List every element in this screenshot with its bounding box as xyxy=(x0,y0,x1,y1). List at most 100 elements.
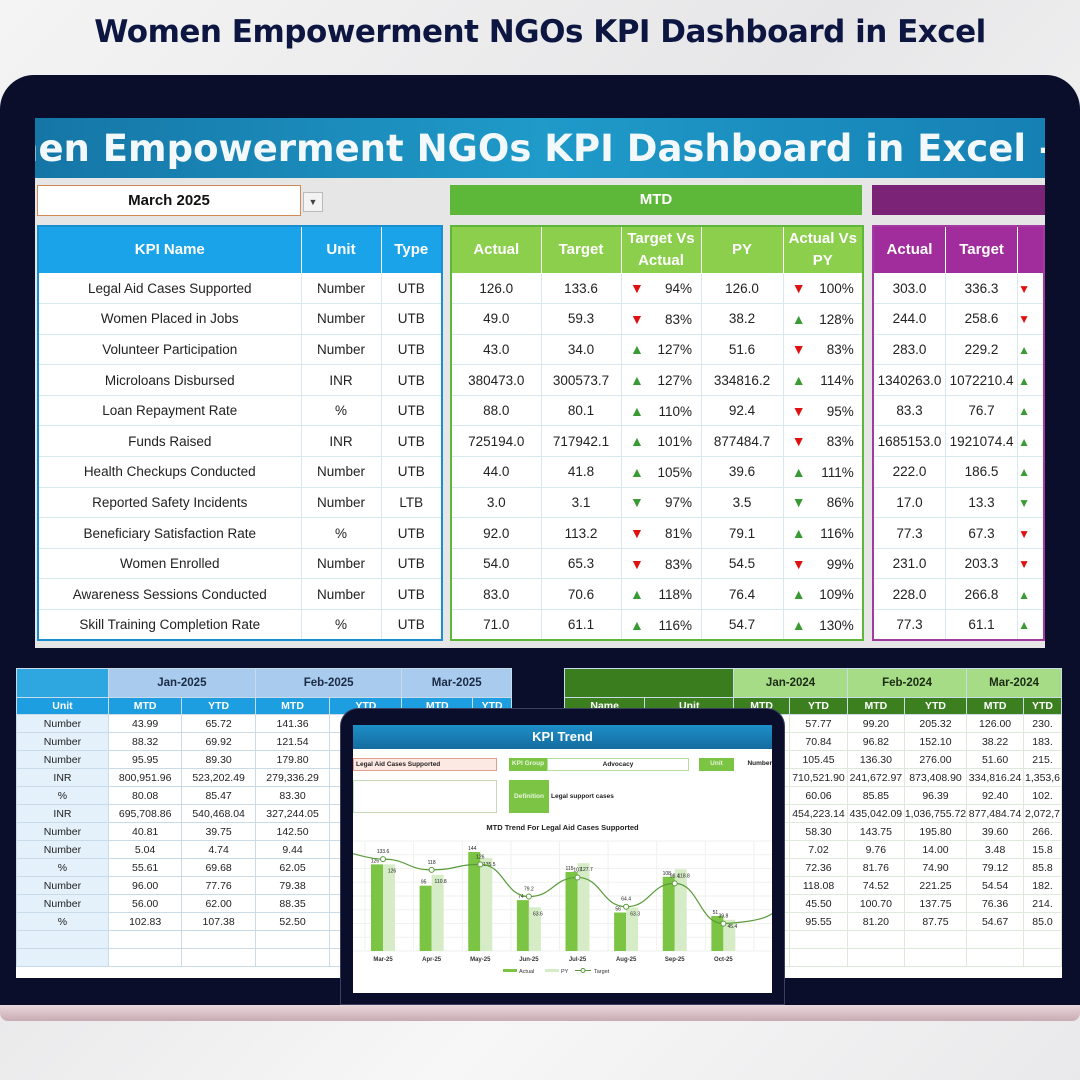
ytd-arrow-cell: ▼ xyxy=(1017,486,1045,519)
mtd-cell: ▼ 83% xyxy=(782,333,864,366)
data-label: 118 xyxy=(428,860,436,866)
arrow-down-icon: ▼ xyxy=(791,555,806,572)
value-cell xyxy=(1023,930,1062,949)
data-label: 63.3 xyxy=(630,911,640,917)
value-cell: 279,336.29 xyxy=(254,768,331,787)
ytd-cell: 203.3 xyxy=(944,547,1019,580)
mtd-cell: 79.1 xyxy=(700,517,784,549)
value-cell: 102. xyxy=(1023,786,1062,805)
arrow-icon: ▼ xyxy=(1018,495,1031,510)
table-row: Number 96.00 77.76 79.38 xyxy=(16,876,512,895)
ytd-cell: 1921074.4 xyxy=(944,425,1019,458)
bar-py xyxy=(577,863,590,951)
percent-value: 83% xyxy=(664,556,692,572)
data-label: 64.4 xyxy=(621,897,631,903)
value-cell: 3.48 xyxy=(966,840,1025,859)
arrow-icon: ▲ xyxy=(1018,587,1031,602)
mtd-cell: 38.2 xyxy=(700,303,784,335)
data-label: 39.8 xyxy=(719,914,729,920)
mtd-table: Actual Target Target Vs Actual PY Actual Vs … xyxy=(450,225,864,642)
bar-py xyxy=(626,907,639,951)
value-cell: 266. xyxy=(1023,822,1062,841)
arrow-icon: ▲ xyxy=(1018,404,1031,419)
kpi-name-select[interactable]: Legal Aid Cases Supported xyxy=(353,758,497,771)
percent-value: 94% xyxy=(664,281,692,297)
unit-cell: Number xyxy=(300,303,382,335)
value-cell xyxy=(903,948,968,967)
unit-cell: Number xyxy=(16,822,109,841)
table-row: 1685153.0 1921074.4 ▲ xyxy=(872,425,1045,458)
unit-cell: % xyxy=(300,609,382,641)
table-row: 83.3 76.7 ▲ xyxy=(872,394,1045,427)
percent-value: 81% xyxy=(664,526,692,542)
ytd-section-header xyxy=(872,185,1045,215)
value-cell: 4.74 xyxy=(181,840,256,859)
value-cell: 85.0 xyxy=(1023,912,1062,931)
table-row: Skill Training Completion Rate% UTB xyxy=(37,609,443,641)
column-header: MTD xyxy=(107,697,183,715)
table-row: 17.0 13.3 ▼ xyxy=(872,486,1045,519)
percent-value: 110% xyxy=(658,403,692,419)
value-cell xyxy=(107,948,183,967)
value-cell xyxy=(903,930,968,949)
data-label: 126 xyxy=(371,858,380,864)
bar-py xyxy=(480,857,493,951)
arrow-down-icon: ▼ xyxy=(630,310,644,327)
mtd-cell: 34.0 xyxy=(540,333,622,366)
value-cell: 55.61 xyxy=(107,858,183,877)
column-header: Target Vs Actual xyxy=(620,225,702,274)
table-row: Health Checkups Conducted Number UTB xyxy=(37,456,443,488)
column-header: PY xyxy=(700,225,784,274)
value-cell: 136.30 xyxy=(846,750,905,769)
value-cell: 873,408.90 xyxy=(903,768,968,787)
value-cell: 2,072,7 xyxy=(1023,804,1062,823)
unit-cell: Number xyxy=(16,894,109,913)
arrow-up-icon: ▲ xyxy=(791,525,806,542)
ytd-cell: 61.1 xyxy=(944,609,1019,641)
arrow-icon: ▲ xyxy=(1018,434,1031,449)
table-row: 231.0 203.3 ▼ xyxy=(872,547,1045,580)
target-point xyxy=(574,874,581,881)
kpi-name-cell: Funds Raised xyxy=(37,425,302,458)
value-cell xyxy=(254,948,331,967)
ytd-cell: 67.3 xyxy=(944,517,1019,549)
mtd-cell: ▼ 97% xyxy=(620,486,702,519)
type-cell: UTB xyxy=(380,456,443,488)
mtd-cell: 61.1 xyxy=(540,609,622,641)
type-cell: UTB xyxy=(380,394,443,427)
arrow-up-icon: ▲ xyxy=(791,586,806,603)
data-label: 95 xyxy=(421,880,427,886)
month-header: Feb-2024 xyxy=(846,668,968,698)
type-cell: UTB xyxy=(380,303,443,335)
month-select[interactable]: March 2025 xyxy=(37,185,301,216)
ytd-table: Actual Target 303.0 336.3 ▼ 244.0 258.6 ▼ 283.0 2… xyxy=(872,225,1045,642)
mtd-section-header: MTD xyxy=(450,185,862,215)
value-cell: 70.84 xyxy=(789,732,848,751)
month-header: Jan-2024 xyxy=(733,668,848,698)
mtd-cell: 76.4 xyxy=(700,578,784,611)
ytd-arrow-cell: ▲ xyxy=(1017,394,1045,427)
arrow-up-icon: ▲ xyxy=(791,310,806,327)
target-point xyxy=(623,903,630,910)
ytd-cell: 266.8 xyxy=(944,578,1019,611)
table-row: Reported Safety Incidents Number LTB xyxy=(37,486,443,519)
chevron-down-icon[interactable]: ▼ xyxy=(303,192,323,212)
target-point xyxy=(525,893,532,900)
ytd-cell: 17.0 xyxy=(872,486,946,519)
percent-value: 99% xyxy=(826,556,854,572)
value-cell: 69.68 xyxy=(181,858,256,877)
definition-label: Definition xyxy=(509,780,549,813)
value-cell: 7.02 xyxy=(789,840,848,859)
value-cell: 74.90 xyxy=(903,858,968,877)
ytd-cell: 13.3 xyxy=(944,486,1019,519)
unit-cell: % xyxy=(16,786,109,805)
mtd-cell: ▲ 101% xyxy=(620,425,702,458)
table-row: Beneficiary Satisfaction Rate% UTB xyxy=(37,517,443,549)
dashboard-screen: Women Empowerment NGOs KPI Dashboard in … xyxy=(35,118,1045,648)
mtd-cell: ▲ 116% xyxy=(620,609,702,641)
ytd-arrow-cell: ▼ xyxy=(1017,303,1045,335)
mtd-cell: ▼ 81% xyxy=(620,517,702,549)
table-row: 725194.0 717942.1 ▲ 101% 877484.7 ▼ 83% xyxy=(450,425,864,458)
mtd-cell: 54.7 xyxy=(700,609,784,641)
arrow-icon: ▲ xyxy=(1018,618,1031,633)
